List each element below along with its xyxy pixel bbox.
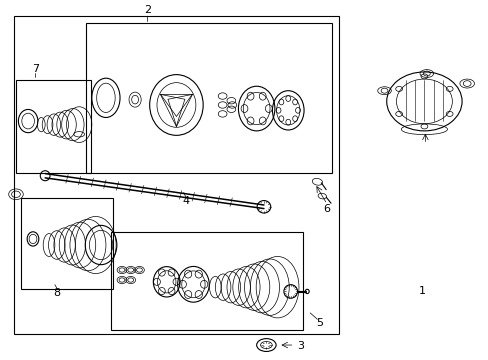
Text: 4: 4 — [182, 197, 189, 206]
Bar — [14, 16, 339, 334]
Bar — [16, 80, 91, 173]
Text: 5: 5 — [316, 318, 323, 328]
Text: 8: 8 — [54, 288, 61, 297]
Bar — [111, 232, 302, 330]
Text: 2: 2 — [143, 5, 150, 15]
Text: 1: 1 — [418, 286, 425, 296]
Text: 7: 7 — [32, 64, 39, 74]
Bar — [21, 198, 113, 289]
Text: 3: 3 — [296, 341, 304, 351]
Bar — [86, 23, 331, 173]
Text: 6: 6 — [323, 203, 330, 213]
